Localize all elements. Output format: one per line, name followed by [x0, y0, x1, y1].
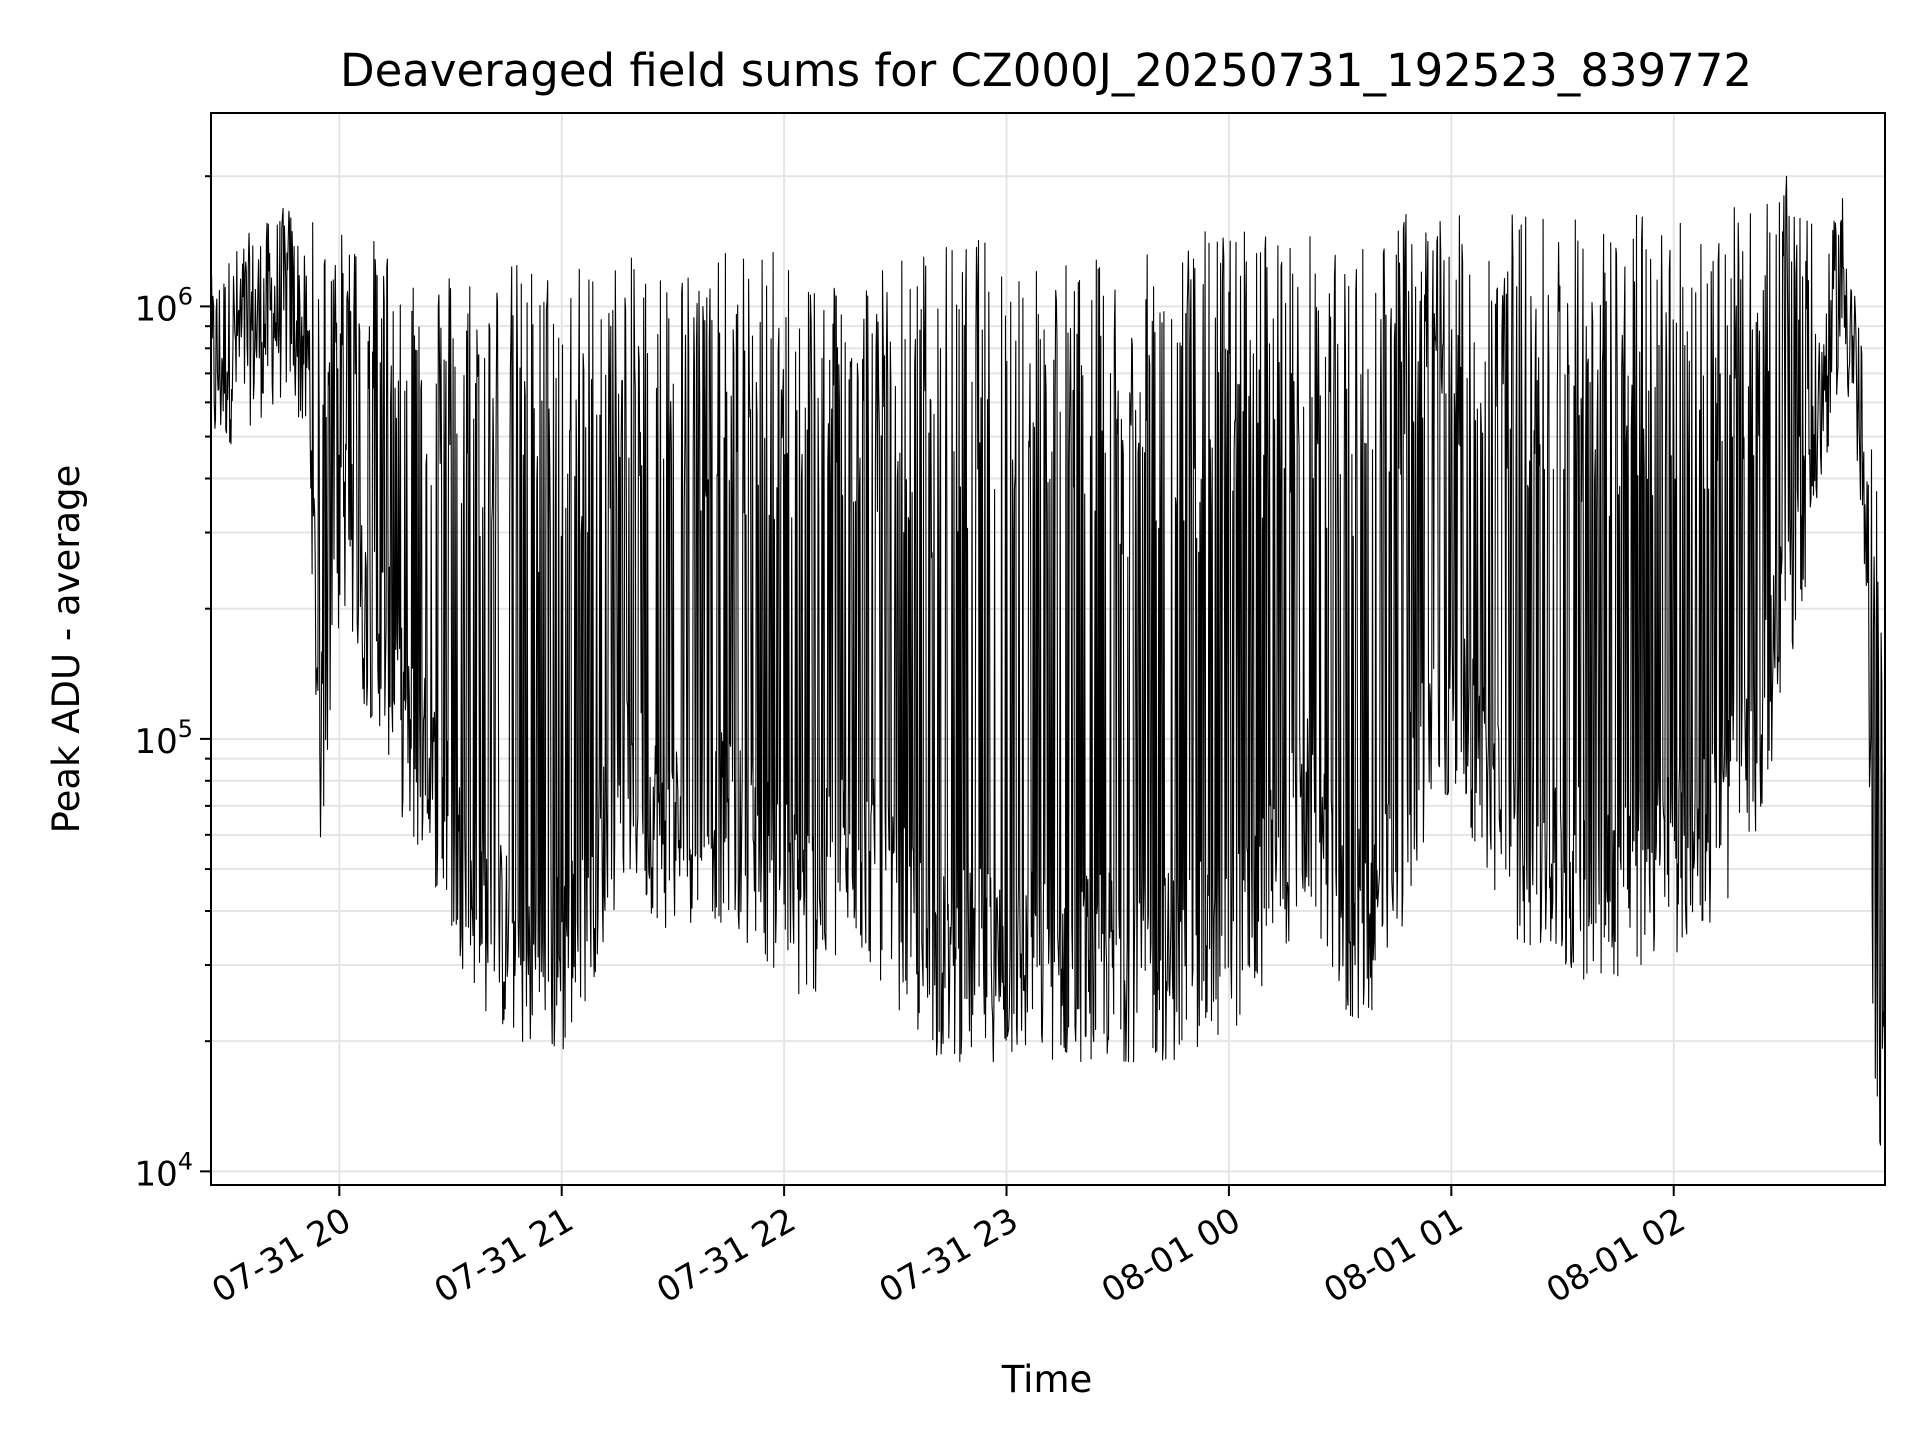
x-tick-label: 07-31 23: [873, 1200, 1025, 1311]
x-tick-label: 07-31 21: [428, 1200, 580, 1311]
series-line: [210, 175, 1886, 1146]
y-tick-label: 106: [134, 282, 193, 329]
plot-frame: [210, 112, 1886, 1186]
y-tick-label: 104: [134, 1147, 193, 1194]
x-tick-label: 08-01 01: [1317, 1200, 1469, 1311]
x-tick-label: 08-01 02: [1540, 1200, 1692, 1311]
x-tick-label: 07-31 20: [205, 1200, 357, 1311]
x-tick-label: 07-31 22: [650, 1200, 802, 1311]
x-axis-label: Time: [1001, 1358, 1093, 1401]
x-tick-label: 08-01 00: [1095, 1200, 1247, 1311]
x-axis: 07-31 20 07-31 21 07-31 22 07-31 23 08-01 00…: [205, 1185, 1692, 1311]
y-axis: 104 105 106: [134, 175, 211, 1194]
y-tick-label: 105: [134, 715, 193, 762]
chart-title: Deaveraged field sums for CZ000J_2025073…: [340, 44, 1752, 97]
y-axis-label: Peak ADU - average: [45, 465, 88, 834]
